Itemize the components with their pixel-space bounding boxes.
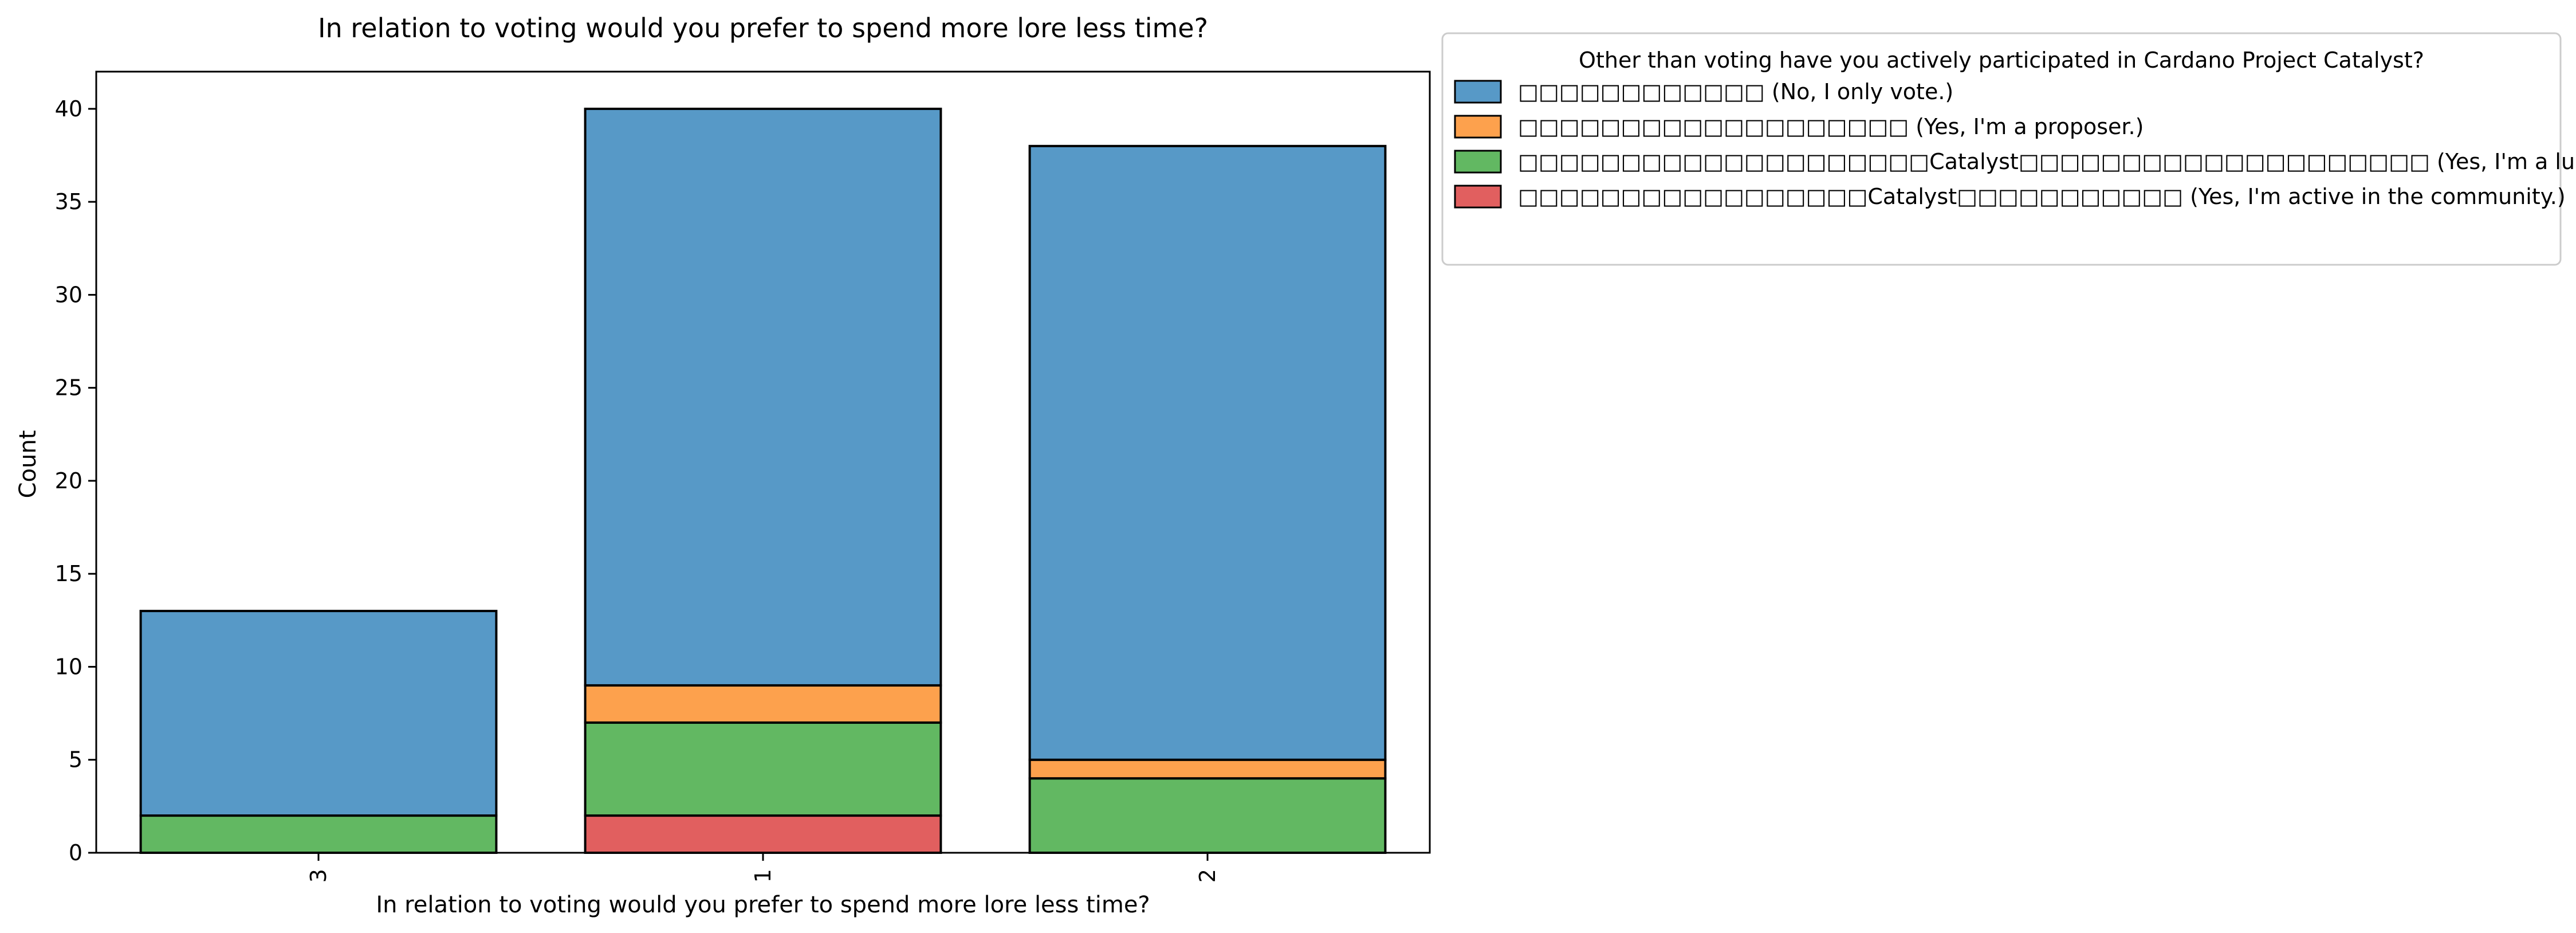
x-tick-label: 1: [750, 869, 776, 883]
bar-segment-1-0: [584, 814, 942, 854]
y-tick-label: 40: [55, 96, 82, 121]
bar-segment-3-1: [139, 814, 498, 854]
y-tick-label: 15: [55, 561, 82, 586]
y-tick-label: 10: [55, 654, 82, 679]
bar-segment-1-1: [584, 721, 942, 817]
y-tick-label: 30: [55, 282, 82, 307]
legend-swatch: [1454, 150, 1502, 174]
legend-entry: □□□□□□□□□□□□ (No, I only vote.): [1518, 79, 1953, 104]
legend-swatch: [1454, 115, 1502, 139]
axes-frame: [95, 70, 1431, 854]
y-tick-label: 25: [55, 375, 82, 401]
chart-title: In relation to voting would you prefer t…: [318, 13, 1208, 44]
legend-entry: □□□□□□□□□□□□□□□□□□□□Catalyst□□□□□□□□□□□□…: [1518, 149, 2576, 174]
legend-frame: [1441, 32, 2562, 266]
y-tick-label: 35: [55, 189, 82, 214]
bar-segment-2-3: [1028, 144, 1387, 761]
y-tick-label: 20: [55, 468, 82, 493]
y-axis-label: Count: [15, 430, 41, 499]
bar-segment-3-3: [139, 610, 498, 817]
x-tick-label: 2: [1195, 869, 1220, 883]
legend-entry: □□□□□□□□□□□□□□□□□Catalyst□□□□□□□□□□□ (Ye…: [1518, 184, 2566, 209]
x-tick-label: 3: [306, 869, 331, 883]
y-tick-label: 5: [69, 747, 82, 773]
legend-title: Other than voting have you actively part…: [1579, 48, 2424, 73]
x-axis-label: In relation to voting would you prefer t…: [376, 892, 1150, 918]
bar-segment-1-2: [584, 684, 942, 724]
y-tick-label: 0: [69, 840, 82, 865]
bar-segment-2-1: [1028, 777, 1387, 854]
legend-swatch: [1454, 80, 1502, 104]
legend: Other than voting have you actively part…: [1441, 32, 2576, 266]
bar-segment-2-2: [1028, 758, 1387, 780]
bar-segment-1-3: [584, 107, 942, 687]
legend-swatch: [1454, 185, 1502, 209]
legend-entry: □□□□□□□□□□□□□□□□□□□ (Yes, I'm a proposer…: [1518, 114, 2144, 139]
